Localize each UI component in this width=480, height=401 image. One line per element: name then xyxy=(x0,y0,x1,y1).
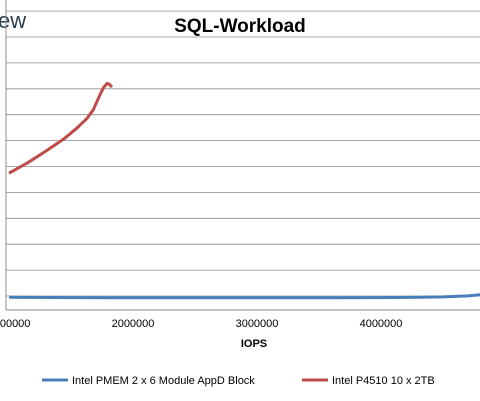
series-line-pmem xyxy=(8,293,480,300)
chart-title: SQL-Workload xyxy=(174,16,306,37)
x-axis-title: IOPS xyxy=(241,338,267,350)
x-tick-label: 4000000 xyxy=(360,318,403,330)
legend-label-pmem: Intel PMEM 2 x 6 Module AppD Block xyxy=(72,375,255,387)
legend-label-p4510: Intel P4510 10 x 2TB xyxy=(332,375,435,387)
series-lines xyxy=(8,81,480,300)
gridlines xyxy=(5,0,480,311)
x-tick-label: 3000000 xyxy=(236,318,279,330)
x-tick-label: 1000000 xyxy=(0,318,30,330)
x-tick-label: 2000000 xyxy=(112,318,155,330)
x-tick-labels: 1000000 2000000 3000000 4000000 xyxy=(0,318,402,330)
series-line-p4510 xyxy=(8,81,114,175)
legend: Intel PMEM 2 x 6 Module AppD Block Intel… xyxy=(42,375,435,387)
logo-watermark-text: ew xyxy=(0,8,26,33)
